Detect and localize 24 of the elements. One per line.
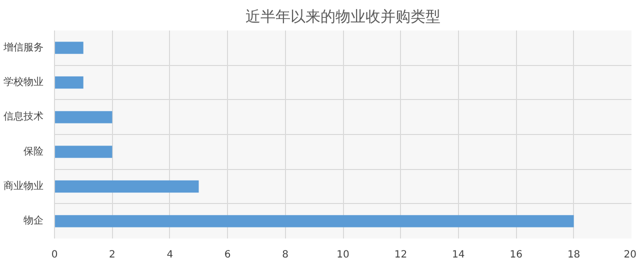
x-tick-label: 10 <box>336 250 350 260</box>
y-tick-label: 物企 <box>24 214 44 227</box>
x-tick-label: 2 <box>109 250 116 260</box>
x-tick-label: 12 <box>394 250 408 260</box>
y-tick-label: 信息技术 <box>4 110 44 123</box>
bar <box>54 42 84 54</box>
x-tick-label: 6 <box>224 250 231 260</box>
x-tick-label: 8 <box>282 250 288 260</box>
bar <box>54 215 574 228</box>
y-tick-label: 学校物业 <box>4 76 44 88</box>
x-tick-label: 16 <box>510 250 522 260</box>
chart-title: 近半年以来的物业收并购类型 <box>246 8 440 26</box>
y-tick-label: 增信服务 <box>2 41 44 54</box>
x-tick-label: 4 <box>166 250 174 260</box>
x-tick-label: 18 <box>567 250 580 260</box>
bar <box>54 146 112 158</box>
bar <box>54 180 199 193</box>
x-tick-label: 20 <box>624 250 637 260</box>
bar <box>54 111 112 124</box>
bar <box>54 76 84 89</box>
x-tick-label: 0 <box>51 250 58 260</box>
y-tick-label: 保险 <box>24 145 44 158</box>
x-tick-label: 14 <box>452 250 465 260</box>
y-tick-label: 商业物业 <box>4 180 44 192</box>
